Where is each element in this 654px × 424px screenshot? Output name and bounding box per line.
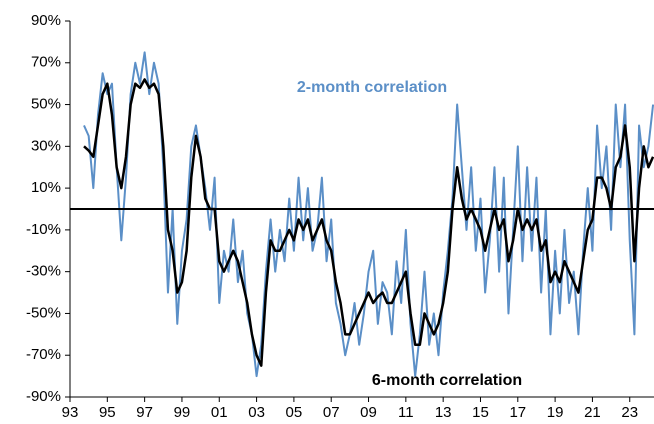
y-tick-label: -70%	[26, 346, 61, 363]
x-tick-label: 01	[211, 404, 228, 421]
x-tick-label: 17	[509, 404, 526, 421]
x-tick-label: 05	[286, 404, 303, 421]
x-tick-label: 13	[435, 404, 452, 421]
x-tick-label: 99	[174, 404, 191, 421]
annotation: 2-month correlation	[297, 79, 447, 96]
x-tick-label: 09	[360, 404, 377, 421]
y-tick-label: 10%	[31, 179, 61, 196]
y-tick-label: -90%	[26, 388, 61, 405]
y-tick-label: 90%	[31, 12, 61, 29]
y-tick-label: 30%	[31, 137, 61, 154]
x-tick-label: 11	[398, 404, 414, 421]
y-tick-label: 70%	[31, 54, 61, 71]
y-tick-label: -30%	[26, 263, 61, 280]
y-tick-label: 50%	[31, 96, 61, 113]
y-tick-label: -50%	[26, 304, 61, 321]
x-tick-label: 03	[248, 404, 265, 421]
series-line	[83, 78, 654, 367]
annotation: 6-month correlation	[372, 372, 522, 389]
x-tick-label: 07	[323, 404, 340, 421]
x-tick-label: 23	[621, 404, 638, 421]
x-tick-label: 15	[472, 404, 489, 421]
x-tick-label: 21	[584, 404, 601, 421]
series-line	[83, 51, 654, 378]
x-tick-label: 93	[62, 404, 79, 421]
y-tick-label: -10%	[26, 221, 61, 238]
x-tick-label: 19	[547, 404, 564, 421]
x-tick-label: 95	[99, 404, 116, 421]
x-tick-label: 97	[136, 404, 153, 421]
